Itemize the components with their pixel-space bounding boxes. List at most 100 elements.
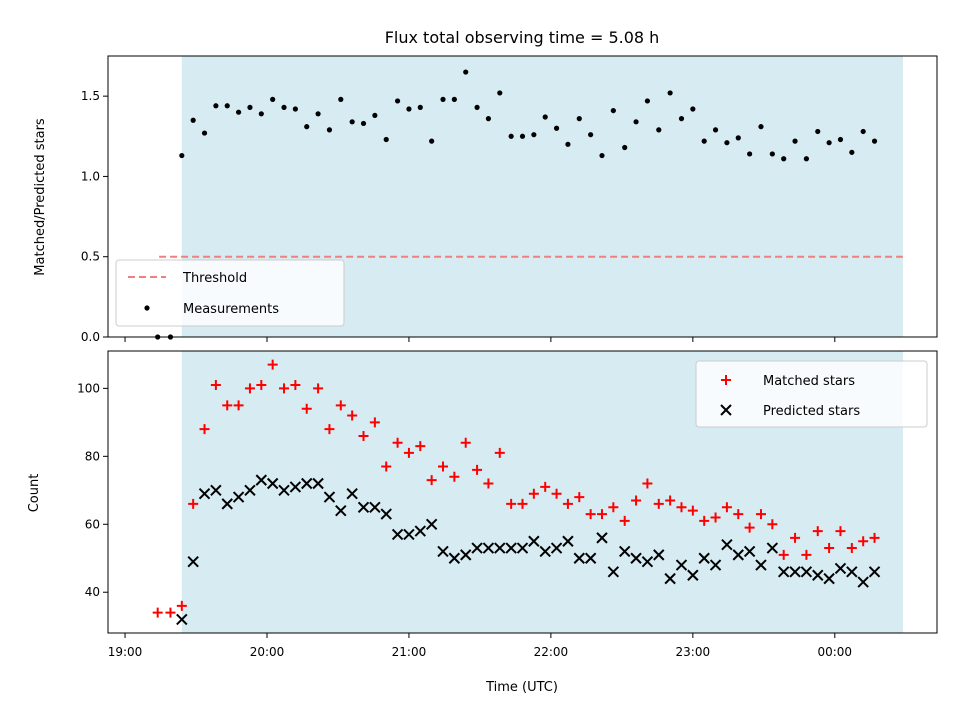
data-point xyxy=(406,106,412,112)
series-measurements xyxy=(155,69,878,340)
data-point xyxy=(213,103,219,109)
matched-marker xyxy=(244,383,255,394)
data-point xyxy=(678,116,685,122)
data-point xyxy=(871,138,878,144)
data-point xyxy=(633,119,639,125)
data-point xyxy=(588,132,594,138)
predicted-marker xyxy=(846,566,858,578)
matched-marker xyxy=(812,526,823,537)
matched-marker xyxy=(381,461,392,472)
predicted-marker xyxy=(255,474,268,486)
predicted-marker xyxy=(777,566,790,578)
predicted-marker xyxy=(176,613,188,626)
data-point xyxy=(531,132,537,138)
matched-marker xyxy=(858,536,869,547)
predicted-marker xyxy=(221,498,233,510)
y-tick-label: 80 xyxy=(85,449,100,463)
predicted-marker xyxy=(789,566,801,578)
data-point xyxy=(485,116,492,122)
matched-marker xyxy=(687,505,698,516)
matched-marker xyxy=(653,498,664,509)
matched-marker xyxy=(596,509,607,520)
legend-box xyxy=(115,259,345,327)
matched-marker xyxy=(676,502,687,513)
matched-marker xyxy=(210,379,221,390)
matched-marker xyxy=(710,512,721,523)
predicted-marker xyxy=(743,545,756,558)
matched-marker xyxy=(608,502,619,513)
predicted-marker xyxy=(460,549,472,561)
matched-marker xyxy=(846,543,857,554)
matched-marker xyxy=(631,495,642,506)
series-predicted-stars xyxy=(176,474,881,626)
predicted-marker xyxy=(301,477,313,490)
data-point xyxy=(837,136,844,143)
predicted-marker xyxy=(391,528,404,541)
data-point xyxy=(724,140,730,146)
predicted-marker xyxy=(403,528,415,541)
predicted-marker xyxy=(607,566,620,578)
predicted-marker xyxy=(494,542,506,554)
predicted-marker xyxy=(721,538,733,551)
data-point xyxy=(622,144,628,151)
x-tick-label: 23:00 xyxy=(676,645,711,659)
data-point xyxy=(803,156,810,162)
matched-marker xyxy=(665,495,676,506)
legend-measurements-label: Measurements xyxy=(183,302,279,317)
legend-predicted-swatch xyxy=(720,404,732,416)
matched-marker xyxy=(790,532,801,543)
data-point xyxy=(304,124,310,130)
matched-marker xyxy=(494,447,505,458)
predicted-marker xyxy=(278,484,290,497)
legend-matched-swatch xyxy=(721,375,731,385)
predicted-marker xyxy=(437,545,449,558)
data-point xyxy=(338,96,344,102)
matched-marker xyxy=(483,478,494,489)
predicted-marker xyxy=(562,535,574,547)
matched-marker xyxy=(517,498,528,509)
matched-marker xyxy=(642,478,653,489)
matched-marker xyxy=(176,600,187,611)
bottom-legend: Matched stars Predicted stars xyxy=(695,360,928,428)
data-point xyxy=(690,106,696,112)
matched-marker xyxy=(585,509,596,520)
predicted-marker xyxy=(425,518,438,530)
legend-box xyxy=(695,360,928,428)
predicted-marker xyxy=(198,487,211,500)
y-tick-label: 40 xyxy=(85,585,100,599)
data-point xyxy=(190,117,196,123)
data-point xyxy=(769,151,775,157)
matched-marker xyxy=(199,424,210,435)
matched-marker xyxy=(426,475,437,486)
matched-marker xyxy=(733,509,744,520)
data-point xyxy=(644,98,651,104)
legend-measurements-swatch xyxy=(144,305,150,311)
predicted-marker xyxy=(448,552,461,564)
data-point xyxy=(849,149,855,155)
data-point xyxy=(429,138,435,144)
matched-marker xyxy=(528,488,539,499)
top-legend: Threshold Measurements xyxy=(115,259,345,327)
data-point xyxy=(270,96,276,102)
y-tick-label: 1.0 xyxy=(81,169,100,183)
data-point xyxy=(247,104,253,110)
predicted-marker xyxy=(516,542,529,554)
legend-predicted-label: Predicted stars xyxy=(763,404,860,419)
predicted-marker xyxy=(414,525,427,537)
data-point xyxy=(201,130,208,136)
matched-marker xyxy=(267,359,278,370)
predicted-marker xyxy=(812,569,824,581)
data-point xyxy=(712,127,719,133)
predicted-marker xyxy=(187,555,199,568)
data-point xyxy=(542,114,548,120)
predicted-marker xyxy=(800,566,813,578)
predicted-marker xyxy=(266,477,279,490)
predicted-marker xyxy=(573,552,585,564)
predicted-marker xyxy=(289,481,302,493)
y-tick-label: 0.0 xyxy=(81,330,100,344)
y-tick-label: 1.5 xyxy=(81,89,100,103)
data-point xyxy=(497,90,503,96)
matched-marker xyxy=(699,515,710,526)
predicted-marker xyxy=(380,508,392,520)
y-tick-label: 0.5 xyxy=(81,250,100,264)
